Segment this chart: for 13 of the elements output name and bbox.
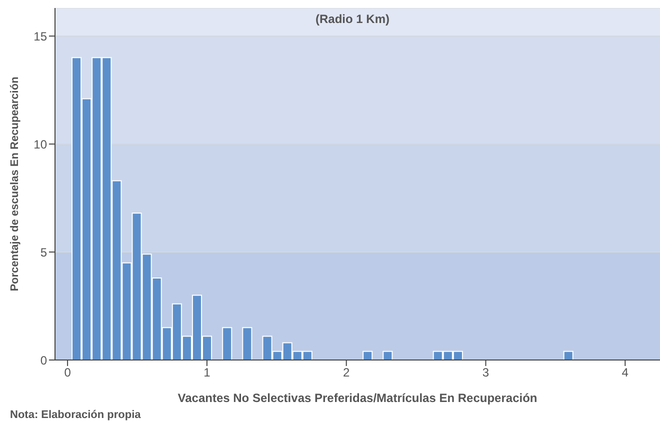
y-axis-title: Porcentaje de escuelas En Recupearción <box>8 76 21 292</box>
y-tick-label: 0 <box>40 353 48 368</box>
y-tick-label: 15 <box>34 29 48 44</box>
y-tick-label: 5 <box>40 245 48 260</box>
chart-title: (Radio 1 Km) <box>314 12 390 26</box>
x-tick-label: 2 <box>343 366 350 380</box>
x-tick-label: 0 <box>64 366 72 380</box>
x-tick-label: 4 <box>622 366 629 380</box>
y-tick-label: 10 <box>34 137 48 152</box>
x-tick-label: 3 <box>482 366 490 380</box>
x-tick-label: 1 <box>204 366 211 380</box>
x-axis-title: Vacantes No Selectivas Preferidas/Matrículas En Recuperación <box>178 391 538 405</box>
text: Nota: Elaboración propia <box>10 409 142 421</box>
